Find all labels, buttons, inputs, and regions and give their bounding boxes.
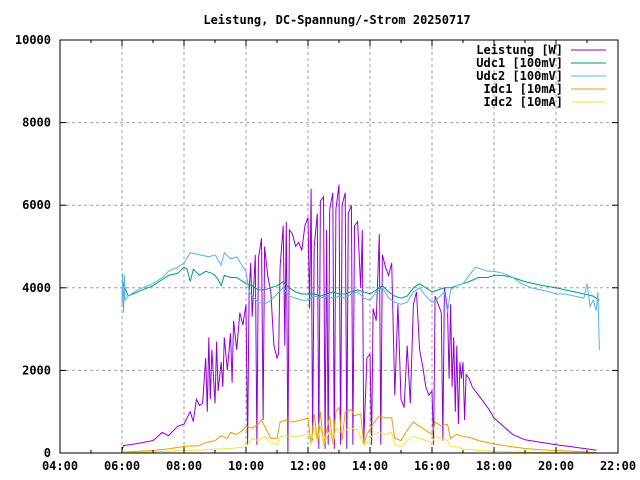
x-tick-label: 16:00 bbox=[414, 459, 450, 473]
y-tick-label: 2000 bbox=[22, 363, 51, 377]
x-tick-label: 22:00 bbox=[600, 459, 636, 473]
x-tick-label: 14:00 bbox=[352, 459, 388, 473]
legend-label: Udc1 [100mV] bbox=[476, 56, 563, 70]
chart-title: Leistung, DC-Spannung/-Strom 20250717 bbox=[203, 13, 470, 27]
x-tick-label: 06:00 bbox=[104, 459, 140, 473]
axes: 04:00 06:00 08:00 10:00 12:00 14:00 16:00 18:00… bbox=[15, 33, 636, 473]
legend-label: Idc2 [10mA] bbox=[484, 95, 563, 109]
x-tick-label: 18:00 bbox=[476, 459, 512, 473]
y-tick-label: 10000 bbox=[15, 33, 51, 47]
x-tick-label: 20:00 bbox=[538, 459, 574, 473]
x-tick-label: 04:00 bbox=[42, 459, 78, 473]
x-tick-label: 10:00 bbox=[228, 459, 264, 473]
x-tick-label: 08:00 bbox=[166, 459, 202, 473]
y-tick-label: 0 bbox=[44, 446, 51, 460]
x-tick-label: 12:00 bbox=[290, 459, 326, 473]
plot-area bbox=[121, 184, 600, 454]
legend-label: Leistung [W] bbox=[476, 43, 563, 57]
legend-label: Udc2 [100mV] bbox=[476, 69, 563, 83]
y-tick-label: 6000 bbox=[22, 198, 51, 212]
legend-label: Idc1 [10mA] bbox=[484, 82, 563, 96]
series-line-2 bbox=[121, 266, 600, 301]
y-tick-label: 4000 bbox=[22, 281, 51, 295]
series-line-5 bbox=[121, 426, 597, 454]
legend: Leistung [W]Udc1 [100mV]Udc2 [100mV]Idc1… bbox=[476, 43, 606, 109]
series-line-1 bbox=[121, 184, 597, 454]
series-line-3 bbox=[121, 251, 600, 350]
series-line-4 bbox=[121, 406, 597, 453]
y-tick-label: 8000 bbox=[22, 116, 51, 130]
